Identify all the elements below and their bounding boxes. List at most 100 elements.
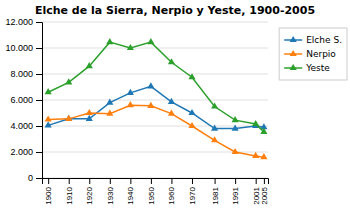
x-tick-mark — [192, 178, 193, 184]
marker — [168, 110, 175, 116]
marker — [45, 115, 52, 121]
legend-item: Elche S. — [284, 35, 342, 45]
marker — [147, 38, 154, 44]
x-tick-mark — [48, 178, 49, 184]
legend-box — [279, 28, 347, 80]
legend-item: Nerpio — [284, 49, 336, 59]
legend-item: Yeste — [284, 63, 330, 73]
y-tick: 6.000 — [10, 95, 42, 105]
marker — [260, 153, 267, 159]
x-tick-label: 1910 — [65, 186, 74, 204]
y-tick: 4.000 — [10, 121, 42, 131]
marker — [127, 89, 134, 95]
x-tick-label: 1991 — [231, 186, 240, 204]
y-tick-label: 2.000 — [10, 147, 33, 157]
grid — [42, 22, 268, 178]
marker — [86, 115, 93, 121]
marker — [106, 110, 113, 116]
y-tick: 0 — [28, 173, 42, 183]
marker — [147, 82, 154, 88]
marker — [45, 121, 52, 127]
marker — [211, 102, 218, 108]
marker — [252, 152, 259, 158]
x-tick-mark — [89, 178, 90, 184]
legend-marker — [290, 64, 297, 70]
plot: 1900 1910 1920 1930 1940 1950 1960 1970 1981 1991… — [5, 17, 268, 204]
x-tick: 1970 — [188, 178, 197, 205]
series-line — [48, 105, 264, 157]
marker — [86, 62, 93, 68]
x-tick-mark — [264, 178, 265, 184]
grid-line — [42, 74, 268, 75]
marker — [147, 102, 154, 108]
y-tick-mark — [36, 48, 42, 49]
x-tick-label: 1981 — [211, 186, 220, 204]
marker — [232, 124, 239, 130]
marker — [188, 109, 195, 115]
x-tick-mark — [110, 178, 111, 184]
y-axis: 0 2.000 4.000 6.000 8.000 10.000 12.000 — [5, 17, 42, 183]
marker — [168, 58, 175, 64]
grid-line — [42, 100, 268, 101]
series-markers — [45, 82, 268, 130]
y-tick: 2.000 — [10, 147, 42, 157]
x-tick: 1960 — [167, 178, 176, 205]
legend-label: Nerpio — [306, 49, 336, 59]
marker — [188, 73, 195, 79]
legend-label: Yeste — [305, 63, 330, 73]
x-tick-mark — [171, 178, 172, 184]
marker — [86, 109, 93, 115]
y-tick-mark — [36, 74, 42, 75]
x-tick: 1940 — [126, 178, 135, 205]
x-tick-mark — [151, 178, 152, 184]
x-tick-label: 1960 — [167, 186, 176, 204]
marker — [260, 128, 267, 134]
y-tick: 10.000 — [5, 43, 42, 53]
y-tick-mark — [36, 100, 42, 101]
x-axis-line — [43, 179, 269, 185]
y-tick: 8.000 — [10, 69, 42, 79]
title: Elche de la Sierra, Nerpio y Yeste, 1900… — [35, 4, 315, 17]
legend-marker — [290, 50, 297, 56]
x-tick: 1900 — [44, 178, 53, 205]
series-markers — [45, 38, 268, 134]
y-tick-label: 10.000 — [5, 43, 33, 53]
x-tick-mark — [69, 178, 70, 184]
marker — [232, 116, 239, 122]
x-tick: 1950 — [147, 178, 156, 205]
marker — [211, 124, 218, 130]
x-tick: 1910 — [65, 178, 74, 205]
x-tick: 1930 — [106, 178, 115, 205]
x-tick-mark — [256, 178, 257, 184]
marker — [106, 38, 113, 44]
x-tick: 2005 — [260, 178, 269, 205]
marker — [106, 98, 113, 104]
grid-line — [42, 22, 268, 23]
legend: Elche S. Nerpio Yeste — [279, 28, 347, 80]
y-tick-mark — [36, 22, 42, 23]
marker — [65, 115, 72, 121]
y-tick-label: 8.000 — [10, 69, 33, 79]
y-tick-label: 6.000 — [10, 95, 33, 105]
x-tick-mark — [215, 178, 216, 184]
marker — [211, 136, 218, 142]
x-tick-label: 1920 — [85, 186, 94, 204]
marker — [127, 44, 134, 50]
x-tick-mark — [130, 178, 131, 184]
x-tick-label: 1950 — [147, 186, 156, 204]
y-tick-mark — [36, 152, 42, 153]
series-markers — [45, 101, 268, 159]
x-tick-label: 1900 — [44, 186, 53, 204]
x-axis: 1900 1910 1920 1930 1940 1950 1960 1970 1981 1991… — [43, 178, 269, 205]
series-line — [48, 42, 264, 132]
x-tick-mark — [235, 178, 236, 184]
x-tick-label: 1940 — [126, 186, 135, 204]
y-tick-label: 4.000 — [10, 121, 33, 131]
y-tick-label: 12.000 — [5, 17, 33, 27]
marker — [127, 101, 134, 107]
marks — [45, 38, 268, 159]
marker — [232, 148, 239, 154]
marker — [45, 88, 52, 94]
grid-line — [42, 48, 268, 49]
y-tick-mark — [36, 126, 42, 127]
